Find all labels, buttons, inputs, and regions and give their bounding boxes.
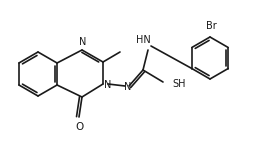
Text: N: N bbox=[124, 82, 132, 92]
Text: N: N bbox=[79, 37, 87, 47]
Text: HN: HN bbox=[136, 35, 150, 45]
Text: SH: SH bbox=[172, 79, 185, 89]
Text: N: N bbox=[104, 80, 112, 90]
Text: Br: Br bbox=[206, 21, 216, 31]
Text: O: O bbox=[75, 122, 83, 132]
